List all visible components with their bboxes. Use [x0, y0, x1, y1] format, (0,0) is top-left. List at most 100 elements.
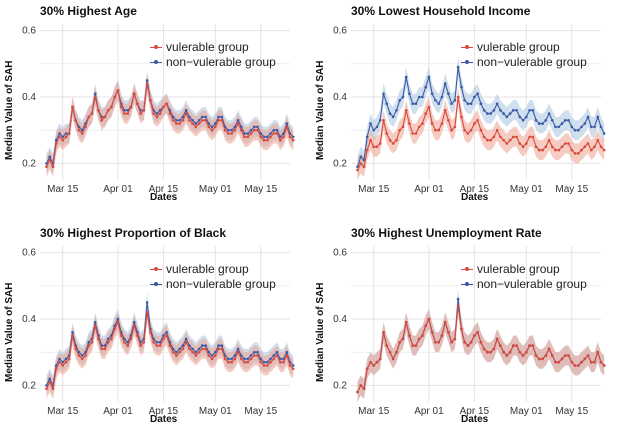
data-point-vulnerable: [165, 334, 168, 337]
data-point-nonvulnerable: [64, 132, 68, 135]
data-point-nonvulnerable: [434, 99, 437, 102]
legend-swatch-blue: [150, 58, 162, 68]
data-point-vulnerable: [602, 148, 606, 152]
data-point-vulnerable: [398, 341, 401, 344]
data-point-nonvulnerable: [249, 128, 253, 132]
confidence-band-vulnerable: [46, 73, 294, 177]
data-point-vulnerable: [414, 132, 418, 135]
data-point-vulnerable: [84, 354, 87, 357]
data-point-vulnerable: [375, 145, 379, 149]
data-point-nonvulnerable: [204, 344, 207, 347]
data-point-vulnerable: [145, 311, 149, 314]
data-point-vulnerable: [51, 165, 55, 168]
confidence-band-vulnerable: [357, 87, 605, 180]
data-point-vulnerable: [191, 350, 194, 354]
data-point-vulnerable: [541, 148, 544, 152]
data-point-vulnerable: [421, 334, 424, 337]
data-point-vulnerable: [570, 360, 574, 364]
data-point-vulnerable: [48, 158, 51, 162]
data-point-vulnerable: [266, 138, 269, 142]
chart-panel-highest-age: 30% Highest Age 0.2 0.4 0.6 Mar 15 Apr 01 Apr…: [0, 0, 310, 221]
data-point-vulnerable: [279, 360, 282, 364]
data-point-nonvulnerable: [586, 115, 590, 119]
data-point-nonvulnerable: [236, 119, 240, 122]
data-point-vulnerable: [152, 341, 155, 344]
data-point-nonvulnerable: [220, 344, 224, 347]
data-point-vulnerable: [580, 360, 583, 364]
data-point-vulnerable: [583, 145, 587, 149]
data-point-vulnerable: [45, 387, 48, 390]
data-point-nonvulnerable: [233, 125, 237, 129]
data-point-nonvulnerable: [508, 112, 512, 115]
data-point-vulnerable: [188, 119, 191, 122]
data-point-vulnerable: [184, 112, 188, 115]
data-point-nonvulnerable: [210, 354, 214, 357]
data-point-vulnerable: [365, 367, 369, 371]
data-point-nonvulnerable: [116, 317, 120, 321]
data-point-nonvulnerable: [515, 109, 518, 112]
data-point-vulnerable: [404, 109, 408, 112]
data-point-nonvulnerable: [249, 354, 253, 357]
data-point-vulnerable: [560, 145, 564, 149]
data-point-vulnerable: [291, 138, 295, 142]
data-point-nonvulnerable: [395, 109, 398, 112]
data-point-vulnerable: [90, 112, 94, 115]
y-tick-label: 0.6: [22, 248, 36, 259]
chart-panel-proportion-black: 30% Highest Proportion of Black 0.2 0.4 0.…: [0, 222, 310, 443]
data-point-nonvulnerable: [207, 122, 211, 125]
data-point-nonvulnerable: [214, 350, 217, 354]
data-point-vulnerable: [223, 128, 227, 132]
data-point-vulnerable: [67, 132, 71, 135]
data-point-vulnerable: [534, 354, 538, 357]
data-point-nonvulnerable: [246, 357, 250, 361]
data-point-vulnerable: [74, 119, 77, 122]
y-axis-label: Median Value of SAH: [315, 282, 326, 382]
data-point-vulnerable: [463, 341, 466, 344]
data-point-vulnerable: [74, 347, 77, 351]
data-point-nonvulnerable: [401, 95, 405, 99]
x-tick-label: Apr 15: [460, 184, 490, 195]
y-tick-label: 0.4: [22, 92, 36, 103]
data-point-nonvulnerable: [80, 128, 84, 132]
data-point-vulnerable: [551, 145, 554, 149]
y-axis-label: Median Value of SAH: [315, 60, 326, 160]
data-point-vulnerable: [45, 165, 48, 168]
x-tick-label: Apr 01: [103, 184, 133, 195]
data-point-nonvulnerable: [502, 112, 505, 115]
data-point-nonvulnerable: [378, 119, 382, 122]
data-point-nonvulnerable: [259, 357, 263, 361]
data-point-nonvulnerable: [518, 115, 522, 119]
data-point-vulnerable: [106, 109, 110, 112]
data-point-nonvulnerable: [194, 122, 198, 125]
x-tick-label: Apr 01: [103, 406, 133, 417]
data-point-nonvulnerable: [230, 128, 233, 132]
data-point-vulnerable: [554, 360, 557, 364]
data-point-vulnerable: [217, 347, 220, 351]
data-point-nonvulnerable: [279, 135, 282, 139]
data-point-vulnerable: [227, 360, 230, 364]
data-point-vulnerable: [362, 387, 366, 390]
data-point-vulnerable: [171, 119, 175, 122]
data-point-vulnerable: [158, 112, 162, 115]
data-point-vulnerable: [486, 138, 489, 142]
data-point-vulnerable: [531, 344, 535, 347]
data-point-nonvulnerable: [541, 122, 544, 125]
legend-label: non−vulerable group: [166, 277, 276, 291]
data-point-vulnerable: [77, 128, 81, 132]
data-point-nonvulnerable: [583, 122, 587, 125]
data-point-vulnerable: [544, 145, 548, 149]
data-point-nonvulnerable: [45, 384, 48, 387]
data-point-nonvulnerable: [596, 115, 600, 119]
data-point-nonvulnerable: [184, 337, 188, 341]
data-point-nonvulnerable: [447, 92, 450, 95]
data-point-nonvulnerable: [599, 125, 603, 129]
gridlines: [351, 246, 601, 402]
data-point-vulnerable: [188, 347, 191, 351]
data-point-nonvulnerable: [162, 334, 165, 337]
x-tick-label: May 01: [199, 184, 232, 195]
data-point-nonvulnerable: [155, 112, 159, 115]
data-point-vulnerable: [453, 337, 457, 341]
data-point-vulnerable: [77, 354, 81, 357]
data-point-vulnerable: [456, 304, 460, 307]
data-point-vulnerable: [132, 324, 136, 327]
